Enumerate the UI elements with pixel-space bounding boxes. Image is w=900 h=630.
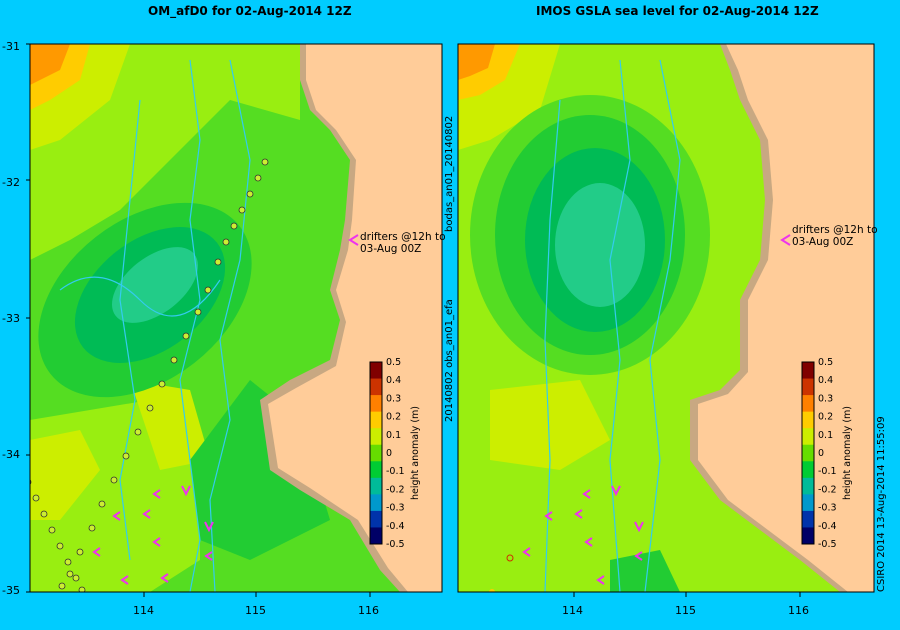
- right-map: [458, 44, 874, 592]
- lon-tick: 116: [788, 604, 809, 617]
- colorbar-swatch: [802, 510, 814, 528]
- colorbar-tick-label: -0.2: [386, 484, 405, 495]
- colorbar-swatch: [370, 378, 382, 396]
- colorbar-tick-label: -0.1: [818, 466, 837, 477]
- colorbar-swatch: [370, 494, 382, 512]
- colorbar-tick-label: -0.3: [386, 503, 405, 514]
- annotation-line1: drifters @12h to: [792, 224, 878, 236]
- colorbar-swatch: [802, 378, 814, 396]
- colorbar-tick-label: -0.5: [818, 539, 837, 550]
- lat-tick: -35: [2, 584, 20, 597]
- left-map-title: OM_afD0 for 02-Aug-2014 12Z: [148, 4, 352, 18]
- colorbar-frame: [801, 361, 815, 545]
- colorbar-swatch: [802, 411, 814, 429]
- colorbar-swatch: [370, 411, 382, 429]
- colorbar-tick-label: 0.5: [386, 357, 401, 368]
- colorbar-swatch: [370, 510, 382, 528]
- colorbar-swatch: [370, 461, 382, 479]
- colorbar-swatch: [370, 477, 382, 495]
- colorbar-swatch: [370, 527, 382, 545]
- colorbar-tick-label: -0.4: [818, 521, 837, 532]
- colorbar-tick-label: -0.1: [386, 466, 405, 477]
- colorbar-left: 0.5 0.4 0.3 0.2 0.1 0 -0.1 -0.2 -0.3 -0.4 -0.5 heig…: [369, 357, 421, 550]
- colorbar-tick-label: 0.2: [386, 412, 401, 423]
- colorbar-tick-label: 0: [818, 448, 824, 459]
- lat-tick: -34: [2, 448, 20, 461]
- colorbar-swatch: [370, 444, 382, 462]
- lon-tick: 115: [245, 604, 266, 617]
- lon-tick: 114: [562, 604, 583, 617]
- colorbar-tick-label: -0.5: [386, 539, 405, 550]
- lon-tick: 114: [133, 604, 154, 617]
- colorbar-swatch: [802, 362, 814, 380]
- colorbar-swatch: [370, 362, 382, 380]
- colorbar-swatch: [802, 494, 814, 512]
- colorbar-tick-label: 0.4: [818, 375, 833, 386]
- annotation-line2: 03-Aug 00Z: [360, 243, 421, 255]
- colorbar-swatch: [802, 444, 814, 462]
- colorbar-label: height anomaly (m): [410, 406, 421, 500]
- colorbar-tick-label: 0.4: [386, 375, 401, 386]
- colorbar-tick-label: 0.3: [818, 393, 833, 404]
- colorbar-tick-label: 0.1: [818, 430, 833, 441]
- colorbar-tick-label: 0.1: [386, 430, 401, 441]
- annotation-line2: 03-Aug 00Z: [792, 236, 853, 248]
- colorbar-tick-label: 0: [386, 448, 392, 459]
- lat-tick: -32: [2, 176, 20, 189]
- right-map-title: IMOS GSLA sea level for 02-Aug-2014 12Z: [536, 4, 819, 18]
- colorbar-frame: [369, 361, 383, 545]
- colorbar-swatch: [802, 477, 814, 495]
- colorbar-tick-label: 0.3: [386, 393, 401, 404]
- colorbar-right: 0.5 0.4 0.3 0.2 0.1 0 -0.1 -0.2 -0.3 -0.4 -0.5 heig…: [801, 357, 853, 550]
- colorbar-swatch: [802, 527, 814, 545]
- colorbar-tick-label: 0.2: [818, 412, 833, 423]
- colorbar-swatch: [802, 461, 814, 479]
- drifter-annotation-left: drifters @12h to 03-Aug 00Z: [348, 231, 446, 255]
- annotation-line1: drifters @12h to: [360, 231, 446, 243]
- lat-tick: -33: [2, 312, 20, 325]
- colorbar-swatch: [802, 428, 814, 446]
- lon-tick: 116: [358, 604, 379, 617]
- lat-tick: -31: [2, 40, 20, 53]
- colorbar-tick-label: 0.5: [818, 357, 833, 368]
- colorbar-tick-label: -0.4: [386, 521, 405, 532]
- colorbar-swatch: [370, 428, 382, 446]
- drifter-annotation-right: drifters @12h to 03-Aug 00Z: [780, 224, 878, 248]
- colorbar-tick-label: -0.3: [818, 503, 837, 514]
- colorbar-label: height anomaly (m): [842, 406, 853, 500]
- colorbar-swatch: [370, 395, 382, 413]
- colorbar-swatch: [802, 395, 814, 413]
- colorbar-tick-label: -0.2: [818, 484, 837, 495]
- lon-tick: 115: [675, 604, 696, 617]
